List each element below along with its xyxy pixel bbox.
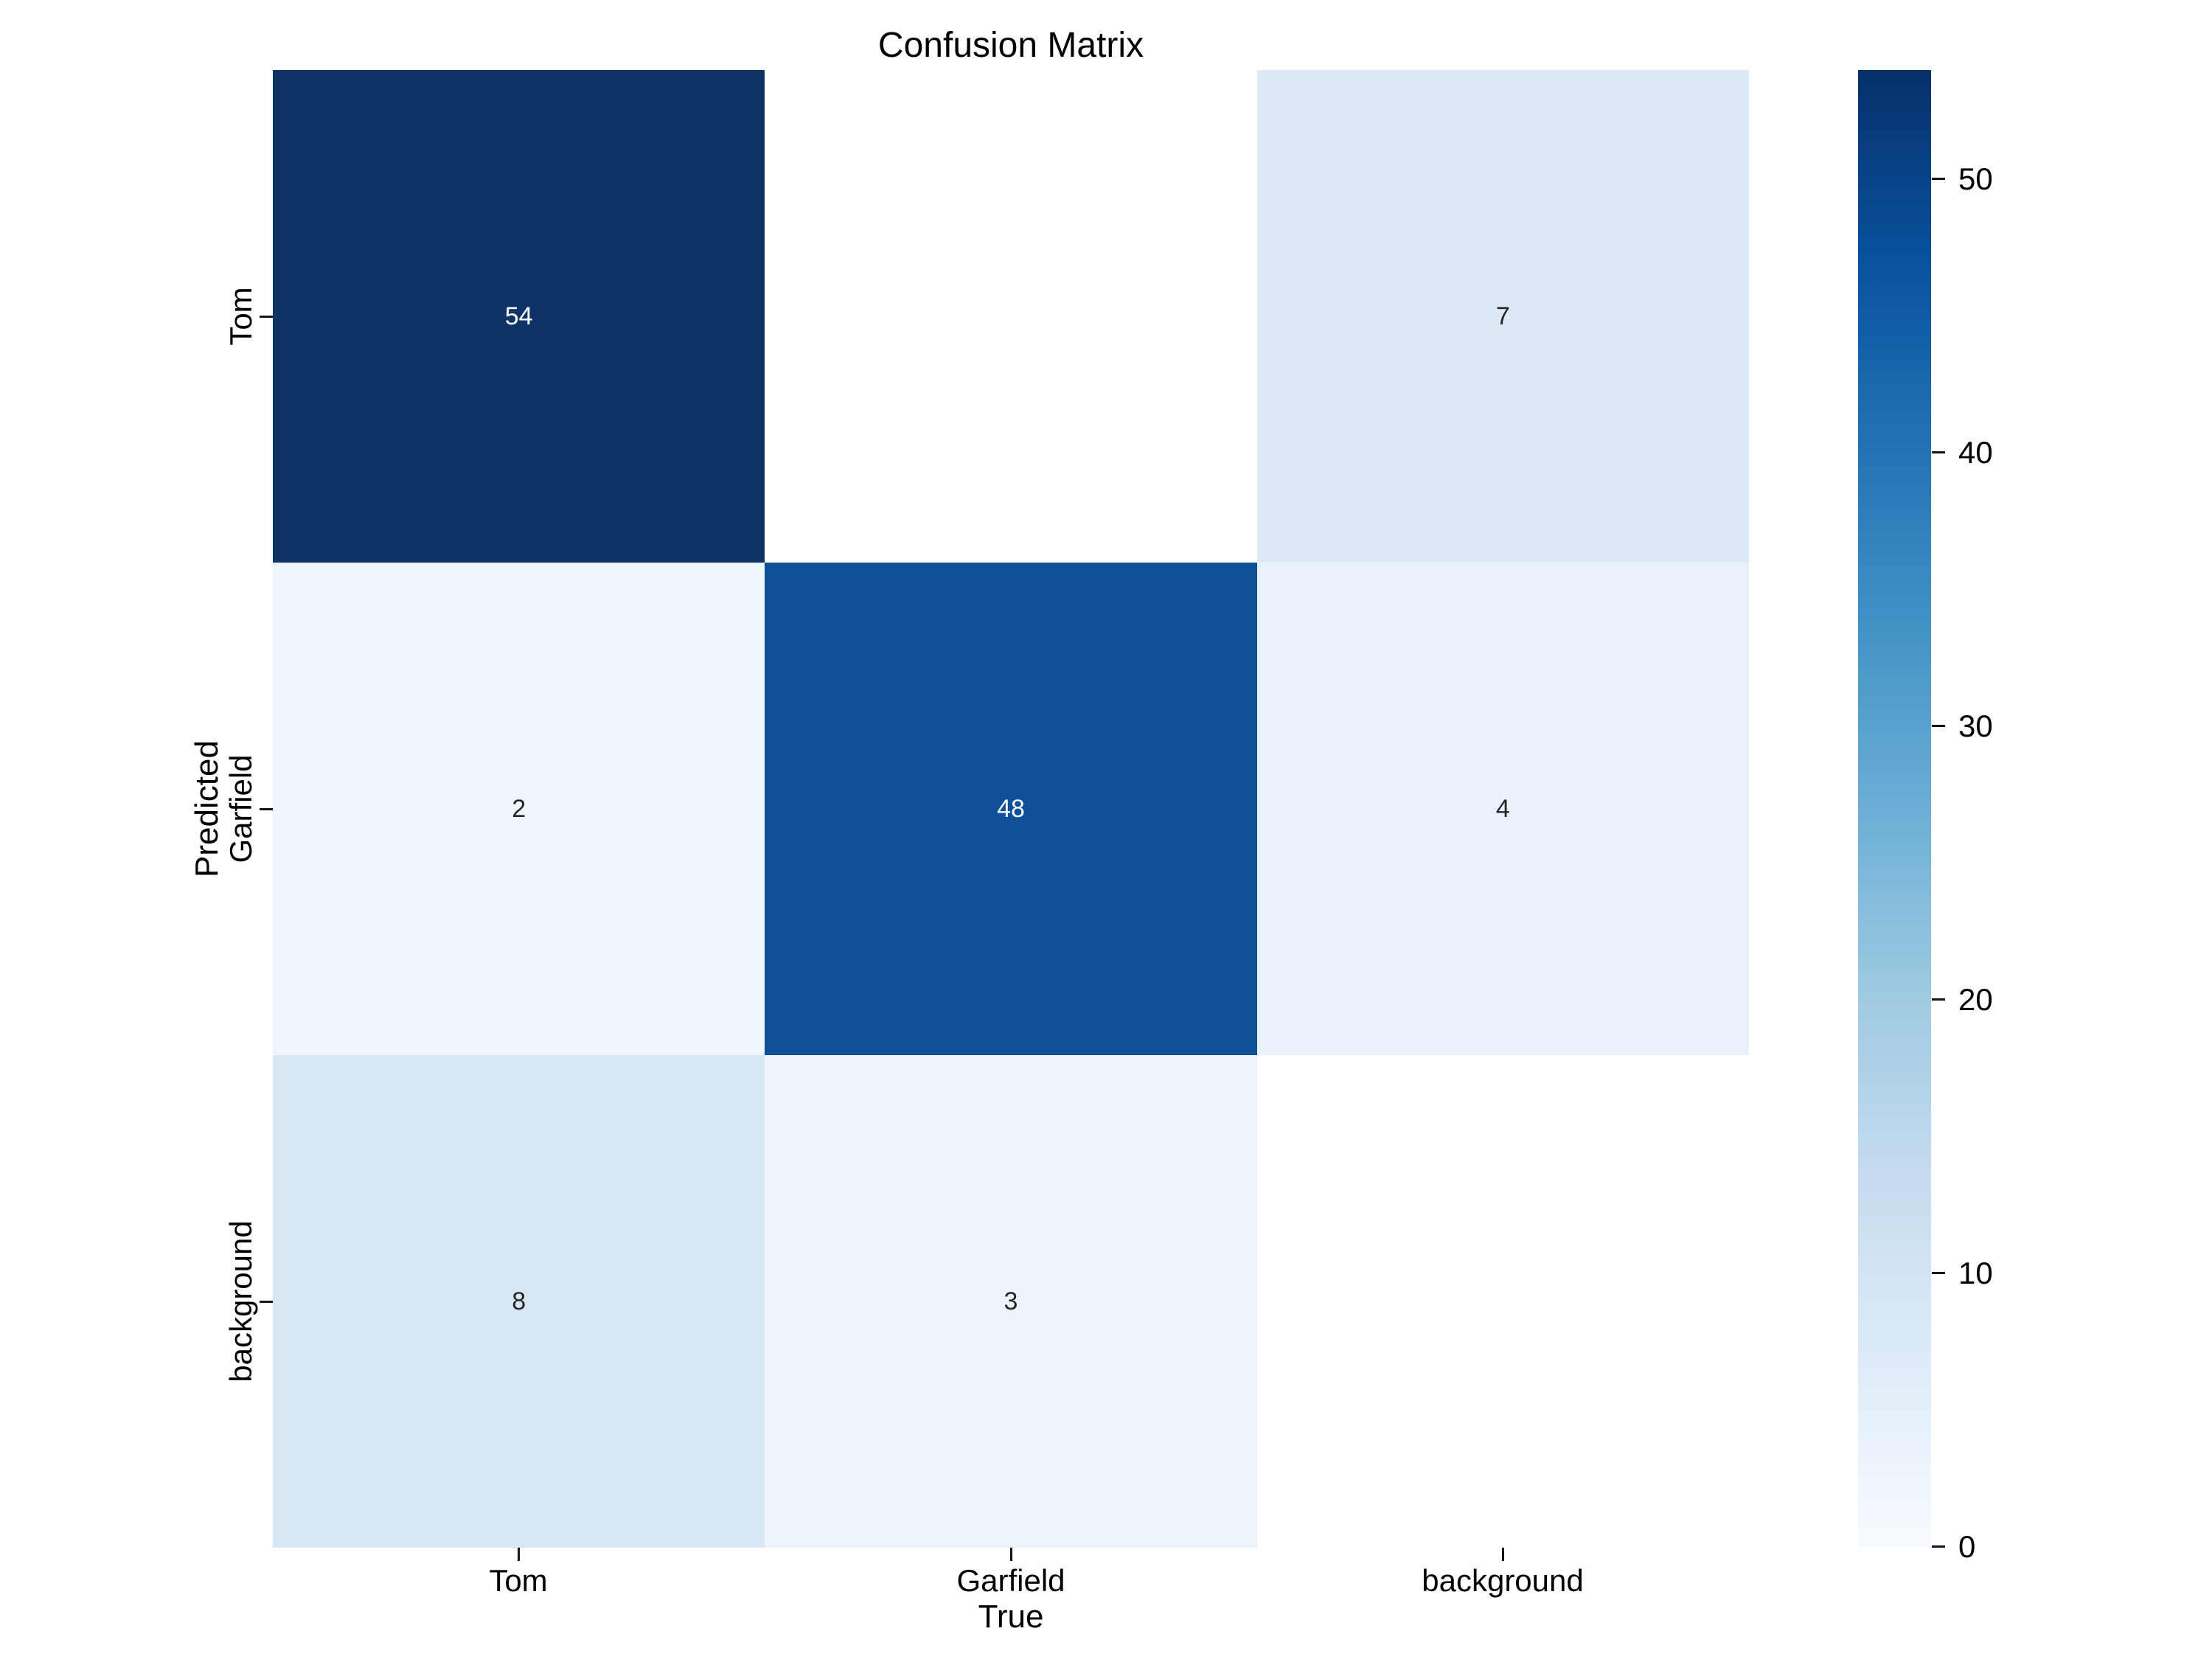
heatmap-cell [1256, 1055, 1749, 1548]
x-tick-label-tom: Tom [489, 1563, 548, 1598]
heatmap-cell: 48 [765, 563, 1257, 1055]
heatmap-cell [765, 70, 1257, 563]
x-axis-label: True [978, 1599, 1044, 1635]
colorbar-tick-mark [1932, 998, 1945, 1001]
x-tick-mark [1010, 1548, 1012, 1561]
colorbar-tick-mark [1932, 1545, 1945, 1548]
colorbar-tick-label: 50 [1958, 161, 1993, 196]
colorbar-tick-mark [1932, 178, 1945, 180]
heatmap-cell: 2 [273, 563, 765, 1055]
heatmap-cell: 3 [765, 1055, 1257, 1548]
heatmap-cell: 54 [273, 70, 765, 563]
colorbar-tick-mark [1932, 451, 1945, 453]
y-tick-label-garfield: Garfield [223, 754, 258, 863]
heatmap-cell: 4 [1256, 563, 1749, 1055]
y-axis-label: Predicted [189, 740, 225, 877]
colorbar [1858, 70, 1931, 1547]
heatmap-grid: 54 7 2 48 4 8 3 [273, 70, 1749, 1548]
colorbar-tick-label: 10 [1958, 1256, 1993, 1290]
colorbar-tick-label: 40 [1958, 435, 1993, 470]
colorbar-tick-label: 30 [1958, 709, 1993, 743]
colorbar-tick-mark [1932, 1272, 1945, 1274]
chart-title: Confusion Matrix [877, 26, 1144, 65]
colorbar-tick-label: 0 [1958, 1529, 1976, 1564]
x-tick-mark [1502, 1548, 1504, 1561]
y-tick-mark [260, 316, 273, 318]
y-tick-mark [260, 1301, 273, 1303]
heatmap-cell: 8 [273, 1055, 765, 1548]
y-tick-mark [260, 808, 273, 810]
x-tick-label-background: background [1422, 1563, 1584, 1598]
heatmap-cell: 7 [1256, 70, 1749, 563]
colorbar-tick-label: 20 [1958, 982, 1993, 1017]
y-tick-label-tom: Tom [223, 287, 258, 346]
y-tick-label-background: background [223, 1220, 258, 1382]
colorbar-tick-mark [1932, 725, 1945, 727]
x-tick-label-garfield: Garfield [956, 1563, 1065, 1598]
x-tick-mark [518, 1548, 520, 1561]
